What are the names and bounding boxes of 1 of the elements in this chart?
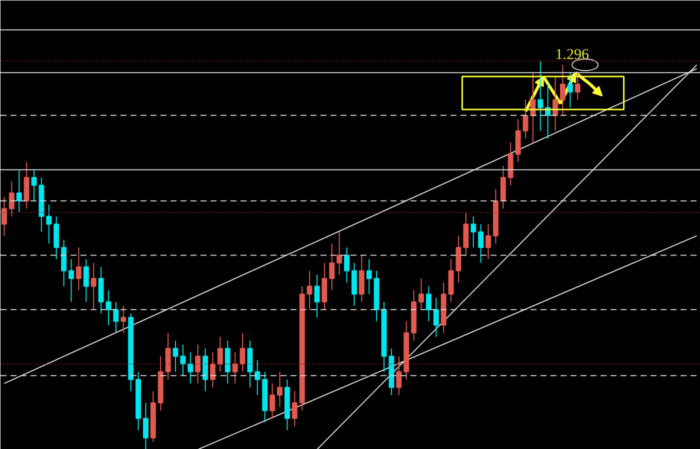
annotation: 1.296 bbox=[555, 47, 590, 64]
